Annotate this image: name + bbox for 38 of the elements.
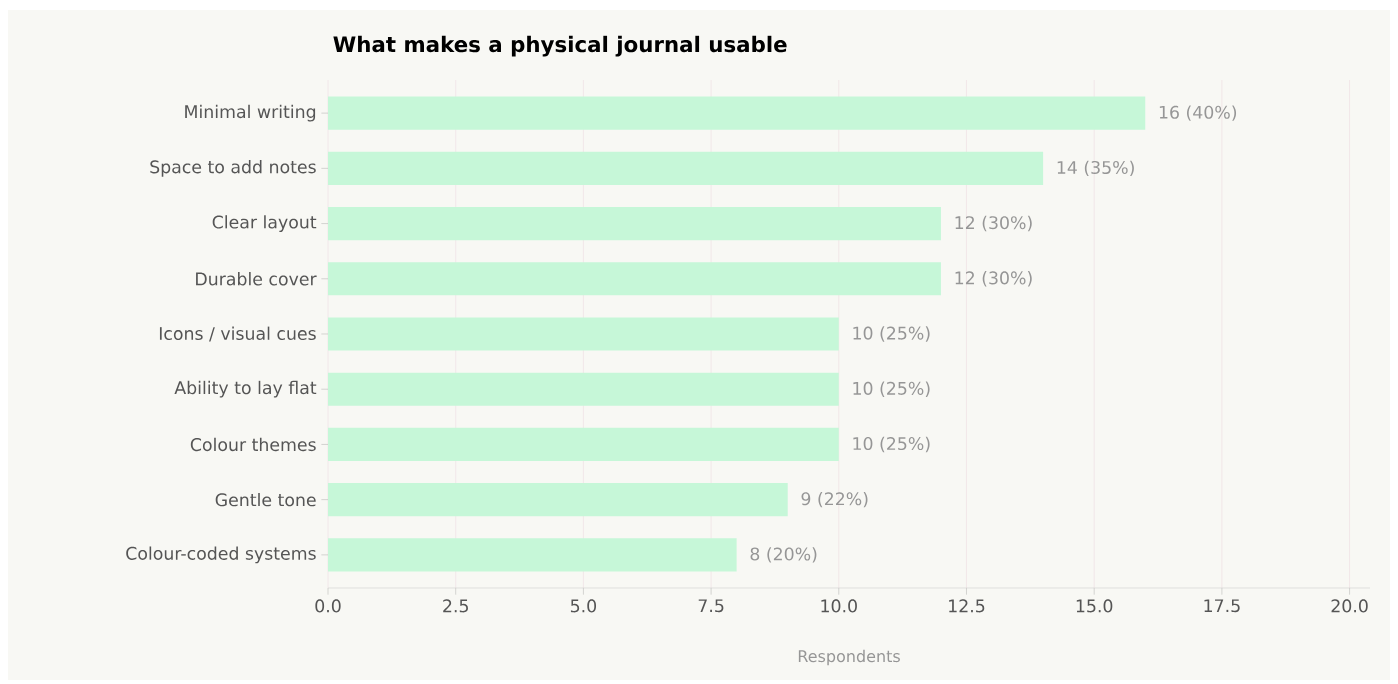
data-label: 10 (25%) [853, 326, 930, 342]
x-tick-label: 2.5 [443, 599, 468, 613]
y-tick-label: Clear layout [212, 215, 317, 232]
x-tick-label: 17.5 [1204, 599, 1240, 613]
x-tick-label: 7.5 [698, 599, 724, 613]
data-label: 14 (35%) [1057, 160, 1134, 177]
data-label: 12 (30%) [955, 215, 1032, 232]
bar [328, 483, 788, 517]
y-tick-label: Colour-coded systems [126, 546, 316, 564]
bar [328, 427, 839, 461]
x-tick-label: 10.0 [821, 599, 857, 613]
data-label: 9 (22%) [801, 491, 868, 508]
data-label: 10 (25%) [853, 381, 930, 397]
bar [328, 151, 1044, 185]
y-tick-label: Space to add notes [150, 159, 316, 177]
chart-title: What makes a physical journal usable [333, 35, 787, 57]
x-tick-label: 20.0 [1331, 599, 1368, 613]
y-tick-label: Durable cover [196, 272, 317, 286]
data-label: 8 (20%) [750, 547, 817, 563]
bar [328, 262, 941, 296]
data-label: 16 (40%) [1159, 105, 1237, 121]
y-tick-label: Colour themes [190, 437, 316, 452]
x-tick-label: 12.5 [949, 599, 985, 613]
y-tick-label: Icons / visual cues [159, 326, 316, 342]
bar [328, 207, 941, 241]
bar [328, 317, 839, 351]
data-label: 12 (30%) [955, 271, 1032, 287]
x-tick-label: 0.0 [315, 599, 341, 613]
data-label: 10 (25%) [853, 436, 930, 453]
bar [328, 538, 737, 572]
y-tick-label: Ability to lay flat [174, 380, 317, 398]
bar [328, 372, 839, 406]
x-tick-label: 15.0 [1076, 599, 1113, 613]
x-axis-title: Respondents [798, 649, 900, 666]
y-tick-label: Gentle tone [215, 492, 316, 507]
y-tick-label: Minimal writing [185, 104, 316, 122]
bar [328, 96, 1146, 130]
x-tick-label: 5.0 [570, 599, 597, 613]
